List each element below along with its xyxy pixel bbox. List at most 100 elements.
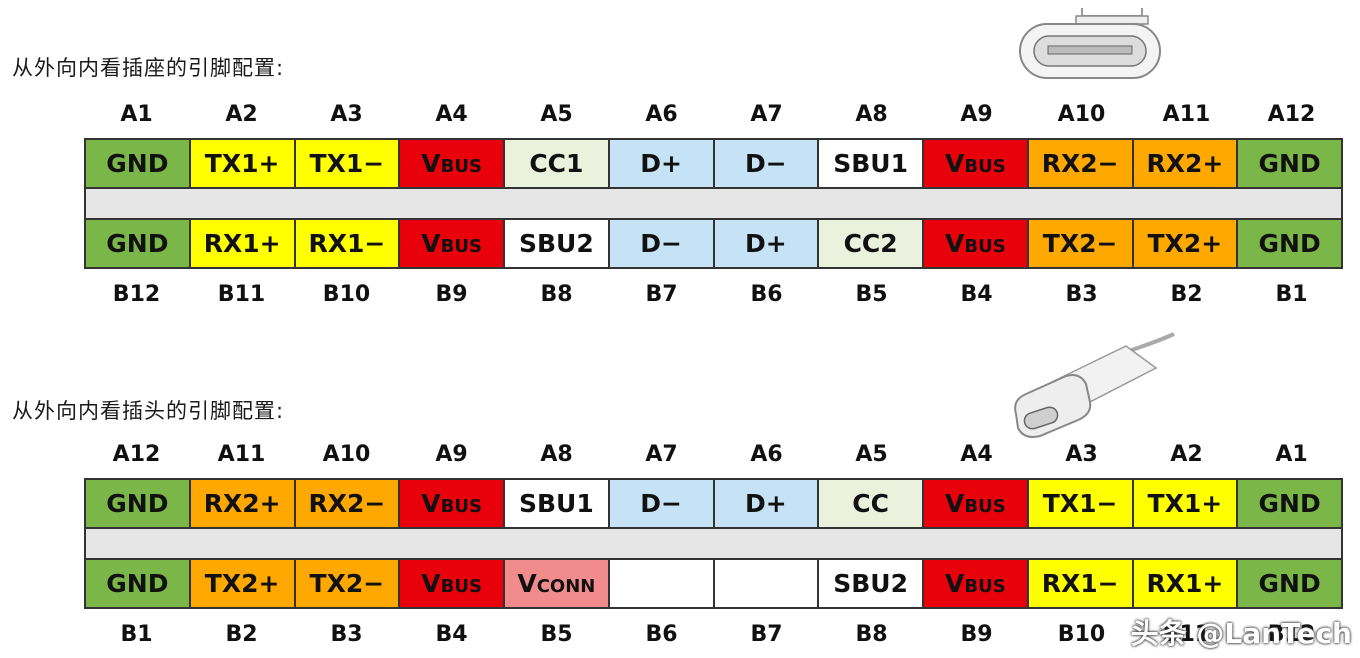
plug-top-row: GND RX2+ RX2− Vbus SBU1 D− D+ CC Vbus TX1− TX1+ GND — [86, 480, 1341, 529]
plug-bottom-labels: B1 B2 B3 B4 B5 B6 B7 B8 B9 B10 B11 B12 — [84, 622, 1344, 647]
plug-pin-cell: D+ — [714, 480, 820, 527]
plug-bottom-row: GND TX2+ TX2− Vbus Vconn SBU2 Vbus RX1− RX1+ GND — [86, 558, 1341, 607]
plug-pin-label: A9 — [435, 442, 468, 467]
receptacle-pin-label: B4 — [960, 282, 993, 307]
plug-pin-label: A11 — [217, 442, 266, 467]
receptacle-pin-label: A5 — [540, 102, 573, 127]
receptacle-pin-cell: RX2+ — [1133, 140, 1239, 187]
plug-pin-cell: RX1+ — [1133, 560, 1239, 607]
receptacle-pin-cell: D+ — [714, 220, 820, 267]
receptacle-pin-cell: TX1− — [295, 140, 401, 187]
plug-pin-label: B12 — [1267, 622, 1316, 647]
receptacle-pin-cell: RX1+ — [190, 220, 296, 267]
receptacle-bottom-labels: B12 B11 B10 B9 B8 B7 B6 B5 B4 B3 B2 B1 — [84, 282, 1344, 307]
plug-title: 从外向内看插头的引脚配置: — [12, 399, 285, 423]
plug-pin-label: A4 — [960, 442, 993, 467]
receptacle-pin-cell: D+ — [609, 140, 715, 187]
plug-pin-label: B2 — [225, 622, 258, 647]
plug-pin-label: B4 — [435, 622, 468, 647]
plug-pin-cell: SBU1 — [505, 480, 610, 527]
plug-pin-label: B9 — [960, 622, 993, 647]
plug-pin-cell: GND — [1238, 480, 1341, 527]
plug-pin-label: B5 — [540, 622, 573, 647]
plug-pin-label: B3 — [330, 622, 363, 647]
watermark: 头条 @LanTech — [1130, 617, 1352, 650]
plug-pin-cell: TX1− — [1028, 480, 1134, 527]
plug-pin-label: A8 — [540, 442, 573, 467]
receptacle-pin-label: B7 — [645, 282, 678, 307]
receptacle-pin-label: A2 — [225, 102, 258, 127]
plug-pin-cell: RX2+ — [190, 480, 296, 527]
receptacle-pin-label: A10 — [1057, 102, 1106, 127]
plug-pin-cell: TX1+ — [1133, 480, 1239, 527]
plug-pin-cell: RX2− — [295, 480, 401, 527]
plug-pin-cell — [609, 560, 715, 607]
plug-pin-label: B7 — [750, 622, 783, 647]
receptacle-pin-label: A6 — [645, 102, 678, 127]
receptacle-top-row: GND TX1+ TX1− Vbus CC1 D+ D− SBU1 Vbus RX2− RX2+ GN… — [86, 140, 1341, 189]
plug-pin-label: B6 — [645, 622, 678, 647]
receptacle-pin-label: A3 — [330, 102, 363, 127]
receptacle-pin-cell: GND — [86, 220, 191, 267]
receptacle-pin-label: B10 — [322, 282, 371, 307]
receptacle-title: 从外向内看插座的引脚配置: — [12, 56, 285, 80]
plug-pin-cell: GND — [86, 560, 191, 607]
receptacle-pin-label: B6 — [750, 282, 783, 307]
receptacle-pin-cell: SBU1 — [819, 140, 924, 187]
plug-pin-label: A10 — [322, 442, 371, 467]
plug-pin-cell: TX2+ — [190, 560, 296, 607]
receptacle-top-labels: A1 A2 A3 A4 A5 A6 A7 A8 A9 A10 A11 A12 — [84, 102, 1344, 127]
plug-pin-cell: SBU2 — [819, 560, 924, 607]
plug-pin-label: B11 — [1162, 622, 1211, 647]
receptacle-pin-cell: Vbus — [400, 140, 505, 187]
plug-icon — [1014, 332, 1175, 438]
receptacle-bottom-row: GND RX1+ RX1− Vbus SBU2 D− D+ CC2 Vbus TX2− TX2+ GN… — [86, 218, 1341, 267]
receptacle-pin-cell: Vbus — [924, 140, 1029, 187]
receptacle-pin-label: B9 — [435, 282, 468, 307]
receptacle-pin-label: A1 — [120, 102, 153, 127]
receptacle-pin-label: B3 — [1065, 282, 1098, 307]
plug-pin-cell — [714, 560, 820, 607]
plug-pin-cell: GND — [1238, 560, 1341, 607]
receptacle-pin-cell: TX2+ — [1133, 220, 1239, 267]
plug-pin-cell: D− — [609, 480, 715, 527]
receptacle-pin-cell: TX1+ — [190, 140, 296, 187]
receptacle-pin-cell: TX2− — [1028, 220, 1134, 267]
receptacle-pin-label: A12 — [1267, 102, 1316, 127]
receptacle-pin-cell: D− — [714, 140, 820, 187]
plug-pin-cell: GND — [86, 480, 191, 527]
plug-pin-label: A7 — [645, 442, 678, 467]
receptacle-pin-cell: Vbus — [400, 220, 505, 267]
plug-pin-label: A2 — [1170, 442, 1203, 467]
plug-pin-label: A1 — [1275, 442, 1308, 467]
receptacle-icon — [1019, 8, 1161, 79]
plug-connector: GND RX2+ RX2− Vbus SBU1 D− D+ CC Vbus TX1− TX1+ GND… — [84, 478, 1343, 609]
plug-pin-cell: Vbus — [400, 480, 505, 527]
receptacle-pin-label: B1 — [1275, 282, 1308, 307]
receptacle-pin-cell: RX1− — [295, 220, 401, 267]
receptacle-pin-label: B8 — [540, 282, 573, 307]
plug-top-labels: A12 A11 A10 A9 A8 A7 A6 A5 A4 A3 A2 A1 — [84, 442, 1344, 467]
receptacle-pin-cell: RX2− — [1028, 140, 1134, 187]
receptacle-pin-label: A9 — [960, 102, 993, 127]
plug-pin-label: B8 — [855, 622, 888, 647]
plug-pin-cell: RX1− — [1028, 560, 1134, 607]
plug-pin-label: B1 — [120, 622, 153, 647]
receptacle-pin-label: A11 — [1162, 102, 1211, 127]
receptacle-connector: GND TX1+ TX1− Vbus CC1 D+ D− SBU1 Vbus RX2− RX2+ GN… — [84, 138, 1343, 269]
plug-pin-cell: Vconn — [505, 560, 610, 607]
receptacle-pin-cell: CC2 — [819, 220, 924, 267]
plug-pin-label: A3 — [1065, 442, 1098, 467]
plug-pin-label: A12 — [112, 442, 161, 467]
receptacle-pin-cell: CC1 — [505, 140, 610, 187]
receptacle-pin-cell: Vbus — [924, 220, 1029, 267]
plug-pin-label: B10 — [1057, 622, 1106, 647]
receptacle-pin-cell: GND — [1238, 140, 1341, 187]
receptacle-pin-label: B11 — [217, 282, 266, 307]
receptacle-pin-label: A8 — [855, 102, 888, 127]
receptacle-pin-cell: GND — [86, 140, 191, 187]
receptacle-pin-label: B12 — [112, 282, 161, 307]
plug-pin-cell: CC — [819, 480, 924, 527]
receptacle-pin-label: A7 — [750, 102, 783, 127]
receptacle-pin-cell: SBU2 — [505, 220, 610, 267]
